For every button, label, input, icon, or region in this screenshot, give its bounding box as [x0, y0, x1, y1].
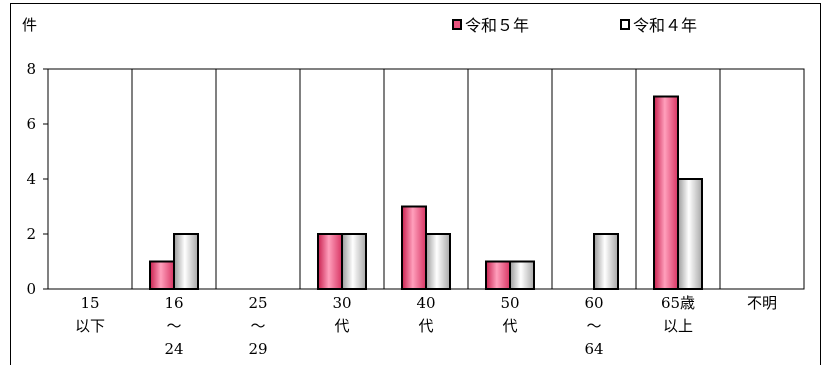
y-tick-label: 6 — [26, 115, 36, 133]
y-axis-unit-label: 件 — [22, 16, 38, 34]
bar-2022 — [593, 233, 619, 290]
y-tick-label: 0 — [26, 280, 36, 298]
x-tick-label: 29 — [248, 340, 267, 358]
x-tick-label: ～ — [166, 317, 181, 335]
x-tick-label: 65歳 — [661, 294, 695, 312]
legend-label-2022: 令和４年 — [633, 16, 698, 35]
x-tick-label: 15 — [80, 294, 99, 312]
x-tick-label: 16 — [164, 294, 183, 312]
x-tick-label: 64 — [584, 340, 603, 358]
bar-2023 — [653, 95, 679, 290]
bar-2023 — [149, 260, 175, 290]
x-tick-label: 以上 — [663, 317, 693, 335]
x-tick-label: 代 — [502, 317, 517, 335]
bar-2023 — [401, 205, 427, 290]
x-tick-label: ～ — [250, 317, 265, 335]
x-tick-label: 40 — [416, 294, 435, 312]
legend-item-2022: 令和４年 — [620, 12, 697, 36]
bar-2022 — [509, 260, 535, 290]
x-tick-label: 代 — [418, 317, 433, 335]
x-tick-label: 25 — [248, 294, 267, 312]
x-tick-label: 60 — [584, 294, 603, 312]
x-tick-label: 50 — [500, 294, 519, 312]
legend-swatch-2023 — [452, 18, 462, 30]
x-tick-label: 以下 — [75, 317, 105, 335]
bar-2023 — [317, 233, 343, 290]
x-tick-label: 24 — [164, 340, 183, 358]
bar-2022 — [677, 178, 703, 290]
x-tick-label: 不明 — [747, 294, 777, 312]
legend-item-2023: 令和５年 — [452, 12, 529, 36]
bar-2022 — [425, 233, 451, 290]
y-tick-label: 8 — [26, 60, 36, 78]
legend-swatch-2022 — [620, 18, 630, 30]
x-tick-label: 代 — [334, 317, 349, 335]
bar-2022 — [341, 233, 367, 290]
x-tick-label: 30 — [332, 294, 351, 312]
x-tick-label: ～ — [586, 317, 601, 335]
y-tick-label: 2 — [26, 225, 36, 243]
bar-2022 — [173, 233, 199, 290]
bar-2023 — [485, 260, 511, 290]
legend-label-2023: 令和５年 — [465, 16, 530, 35]
y-tick-label: 4 — [26, 170, 36, 188]
